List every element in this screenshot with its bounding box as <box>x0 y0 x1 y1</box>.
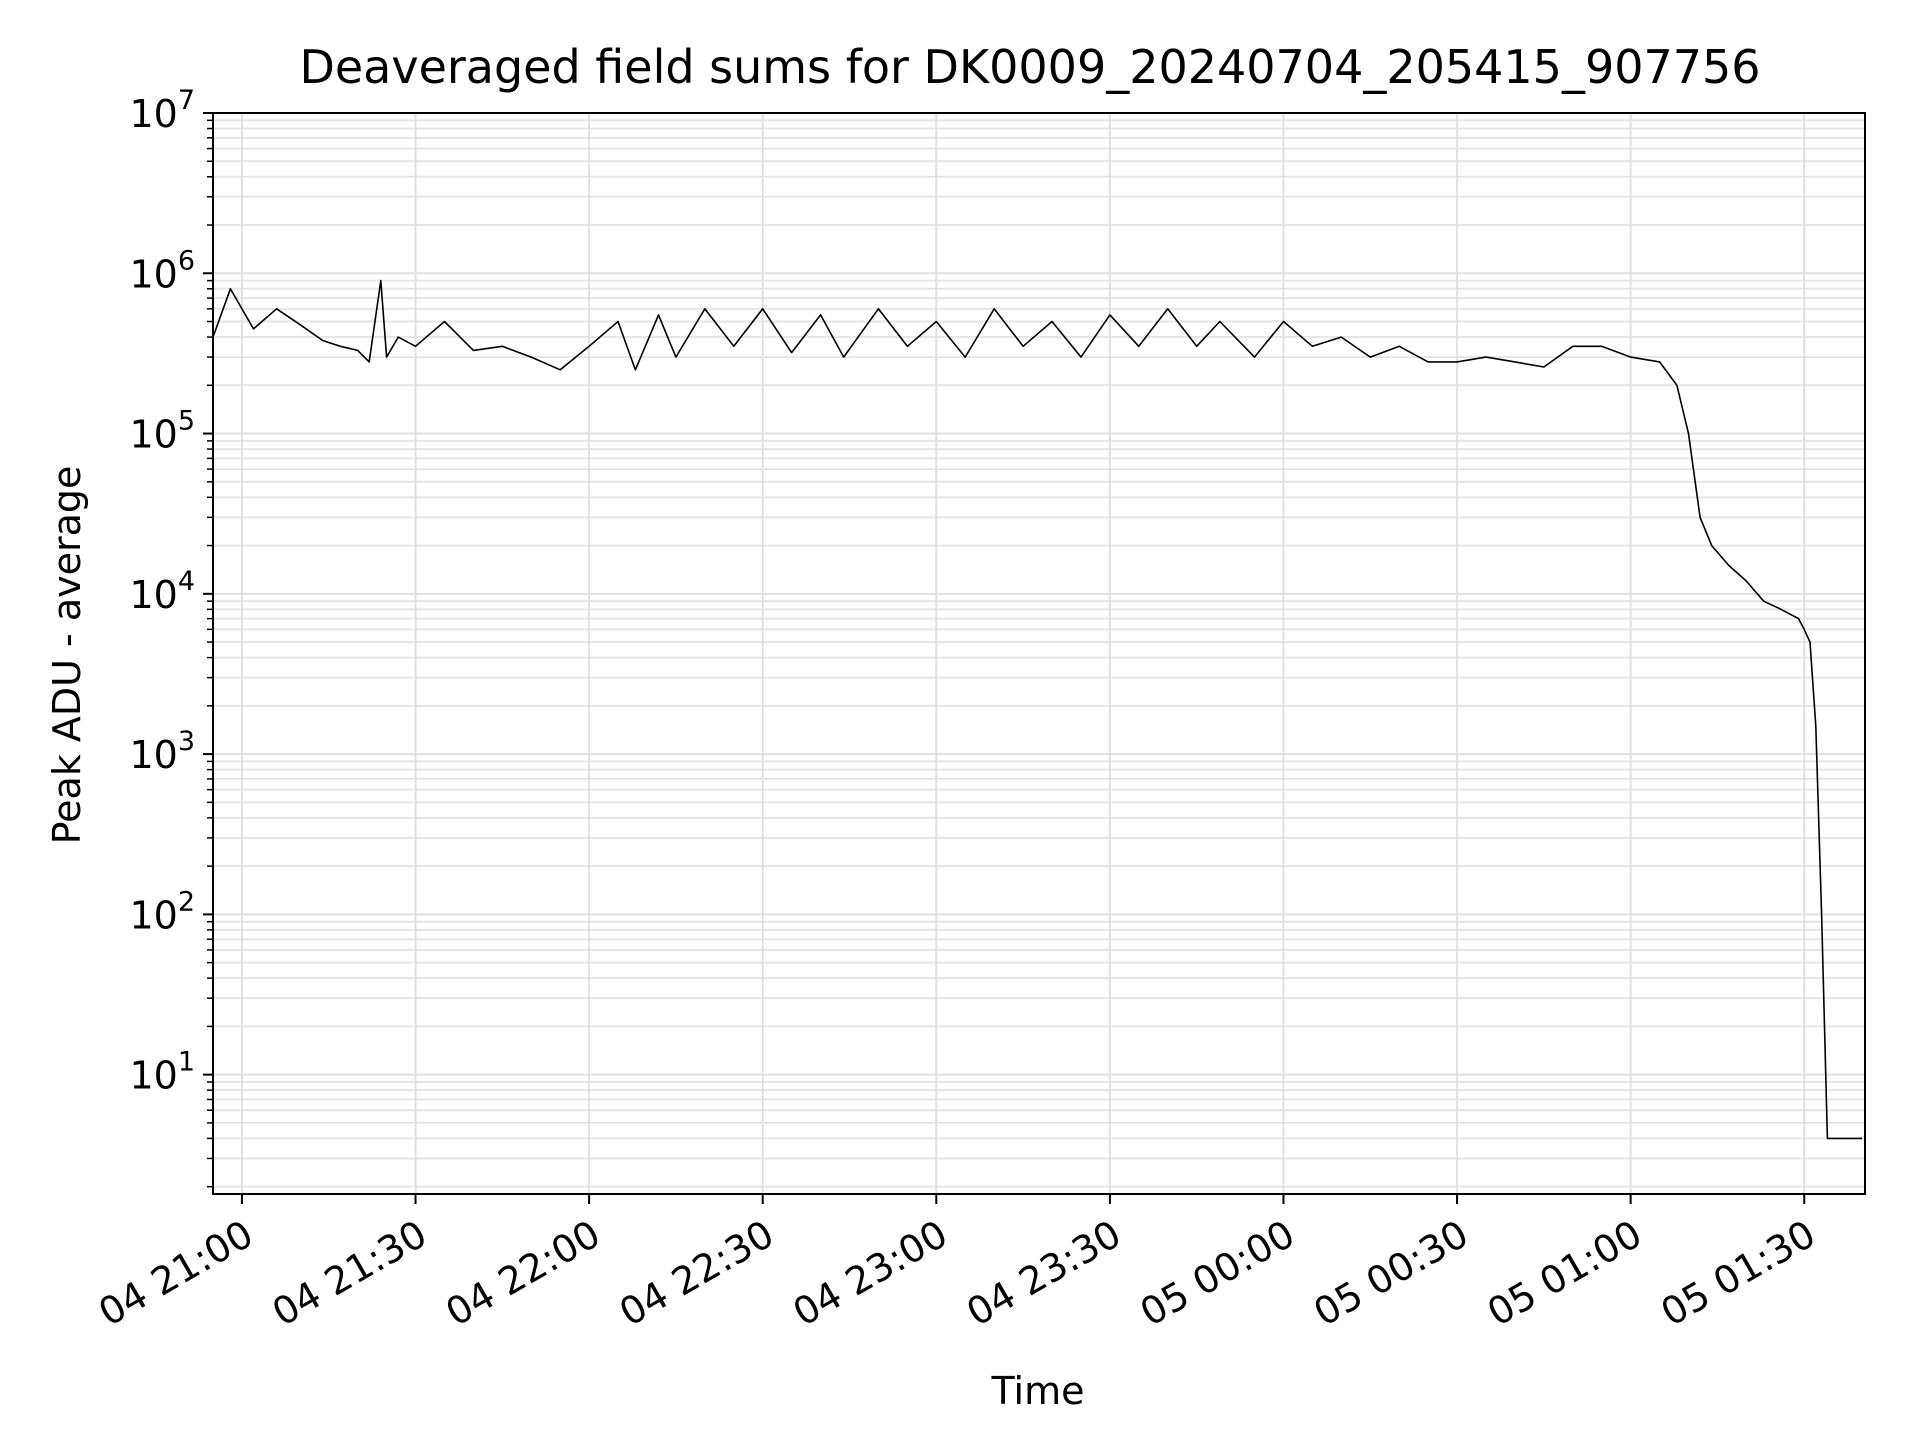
data-layer <box>212 279 1863 1140</box>
plot-frame <box>212 112 1866 1195</box>
y-tick-label: 107 <box>129 85 195 136</box>
series-line <box>212 279 1863 1140</box>
y-tick-label: 106 <box>129 245 195 296</box>
y-axis-label: Peak ADU - average <box>45 466 89 845</box>
y-tick-label: 102 <box>129 886 195 937</box>
chart-title: Deaveraged field sums for DK0009_2024070… <box>299 40 1760 94</box>
y-tick-label: 105 <box>129 406 195 457</box>
y-tick-label: 103 <box>129 726 195 777</box>
grid <box>213 112 1865 1194</box>
y-tick-label: 104 <box>129 566 195 617</box>
y-tick-label: 101 <box>129 1047 195 1098</box>
x-axis-label: Time <box>991 1369 1085 1413</box>
